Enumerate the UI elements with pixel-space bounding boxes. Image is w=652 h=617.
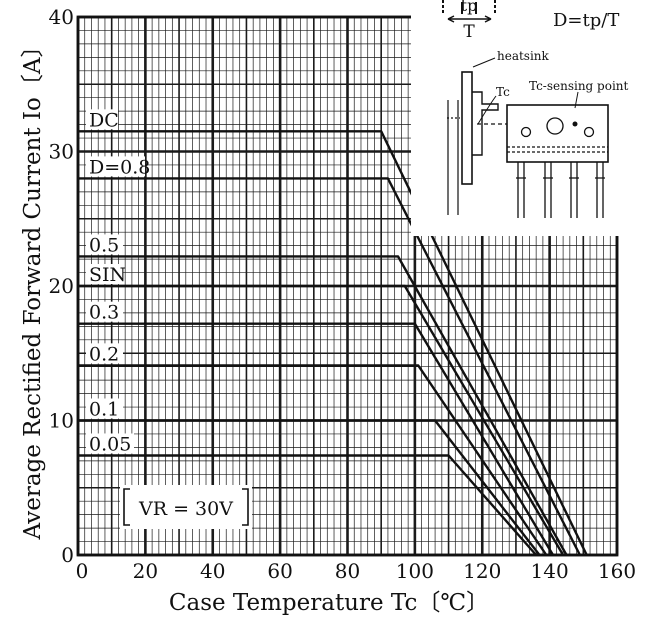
- y-axis-title: Average Rectified Forward Current Io〔A〕: [20, 35, 46, 541]
- tp-label: tp: [461, 0, 478, 15]
- x-tick-label: 80: [335, 559, 360, 583]
- sensing-point-label: Tc-sensing point: [529, 79, 629, 93]
- series-label: 0.5: [89, 234, 119, 256]
- vr-annotation: VR = 30V: [120, 485, 252, 529]
- tc-label: Tc: [496, 85, 510, 99]
- vr-annotation-text: VR = 30V: [138, 498, 233, 520]
- series-label: SIN: [89, 264, 126, 286]
- heatsink-label: heatsink: [497, 49, 550, 63]
- x-tick-label: 40: [200, 559, 225, 583]
- y-tick-label: 30: [49, 140, 74, 164]
- y-tick-label: 0: [61, 543, 74, 567]
- x-tick-label: 0: [76, 559, 89, 583]
- y-tick-label: 20: [49, 274, 74, 298]
- period-label: T: [463, 22, 475, 42]
- series-label: 0.3: [89, 302, 119, 324]
- x-tick-label: 60: [267, 559, 292, 583]
- x-axis-title: Case Temperature Tc〔℃〕: [169, 590, 489, 616]
- series-label: 0.2: [89, 343, 119, 365]
- series-label: 0.05: [89, 433, 131, 455]
- x-tick-label: 20: [133, 559, 158, 583]
- inset-diagram: tp T D=tp/T heatsink Tc Tc-sensing point: [411, 0, 652, 236]
- y-tick-label: 10: [49, 409, 74, 433]
- x-tick-label: 120: [463, 559, 501, 583]
- series-label: D=0.8: [89, 156, 150, 178]
- series-label: DC: [89, 109, 119, 131]
- x-tick-label: 140: [531, 559, 569, 583]
- series-label: 0.1: [89, 399, 119, 421]
- duty-formula: D=tp/T: [553, 10, 619, 31]
- x-tick-label: 160: [598, 559, 636, 583]
- y-tick-label: 40: [49, 5, 74, 29]
- x-tick-label: 100: [396, 559, 434, 583]
